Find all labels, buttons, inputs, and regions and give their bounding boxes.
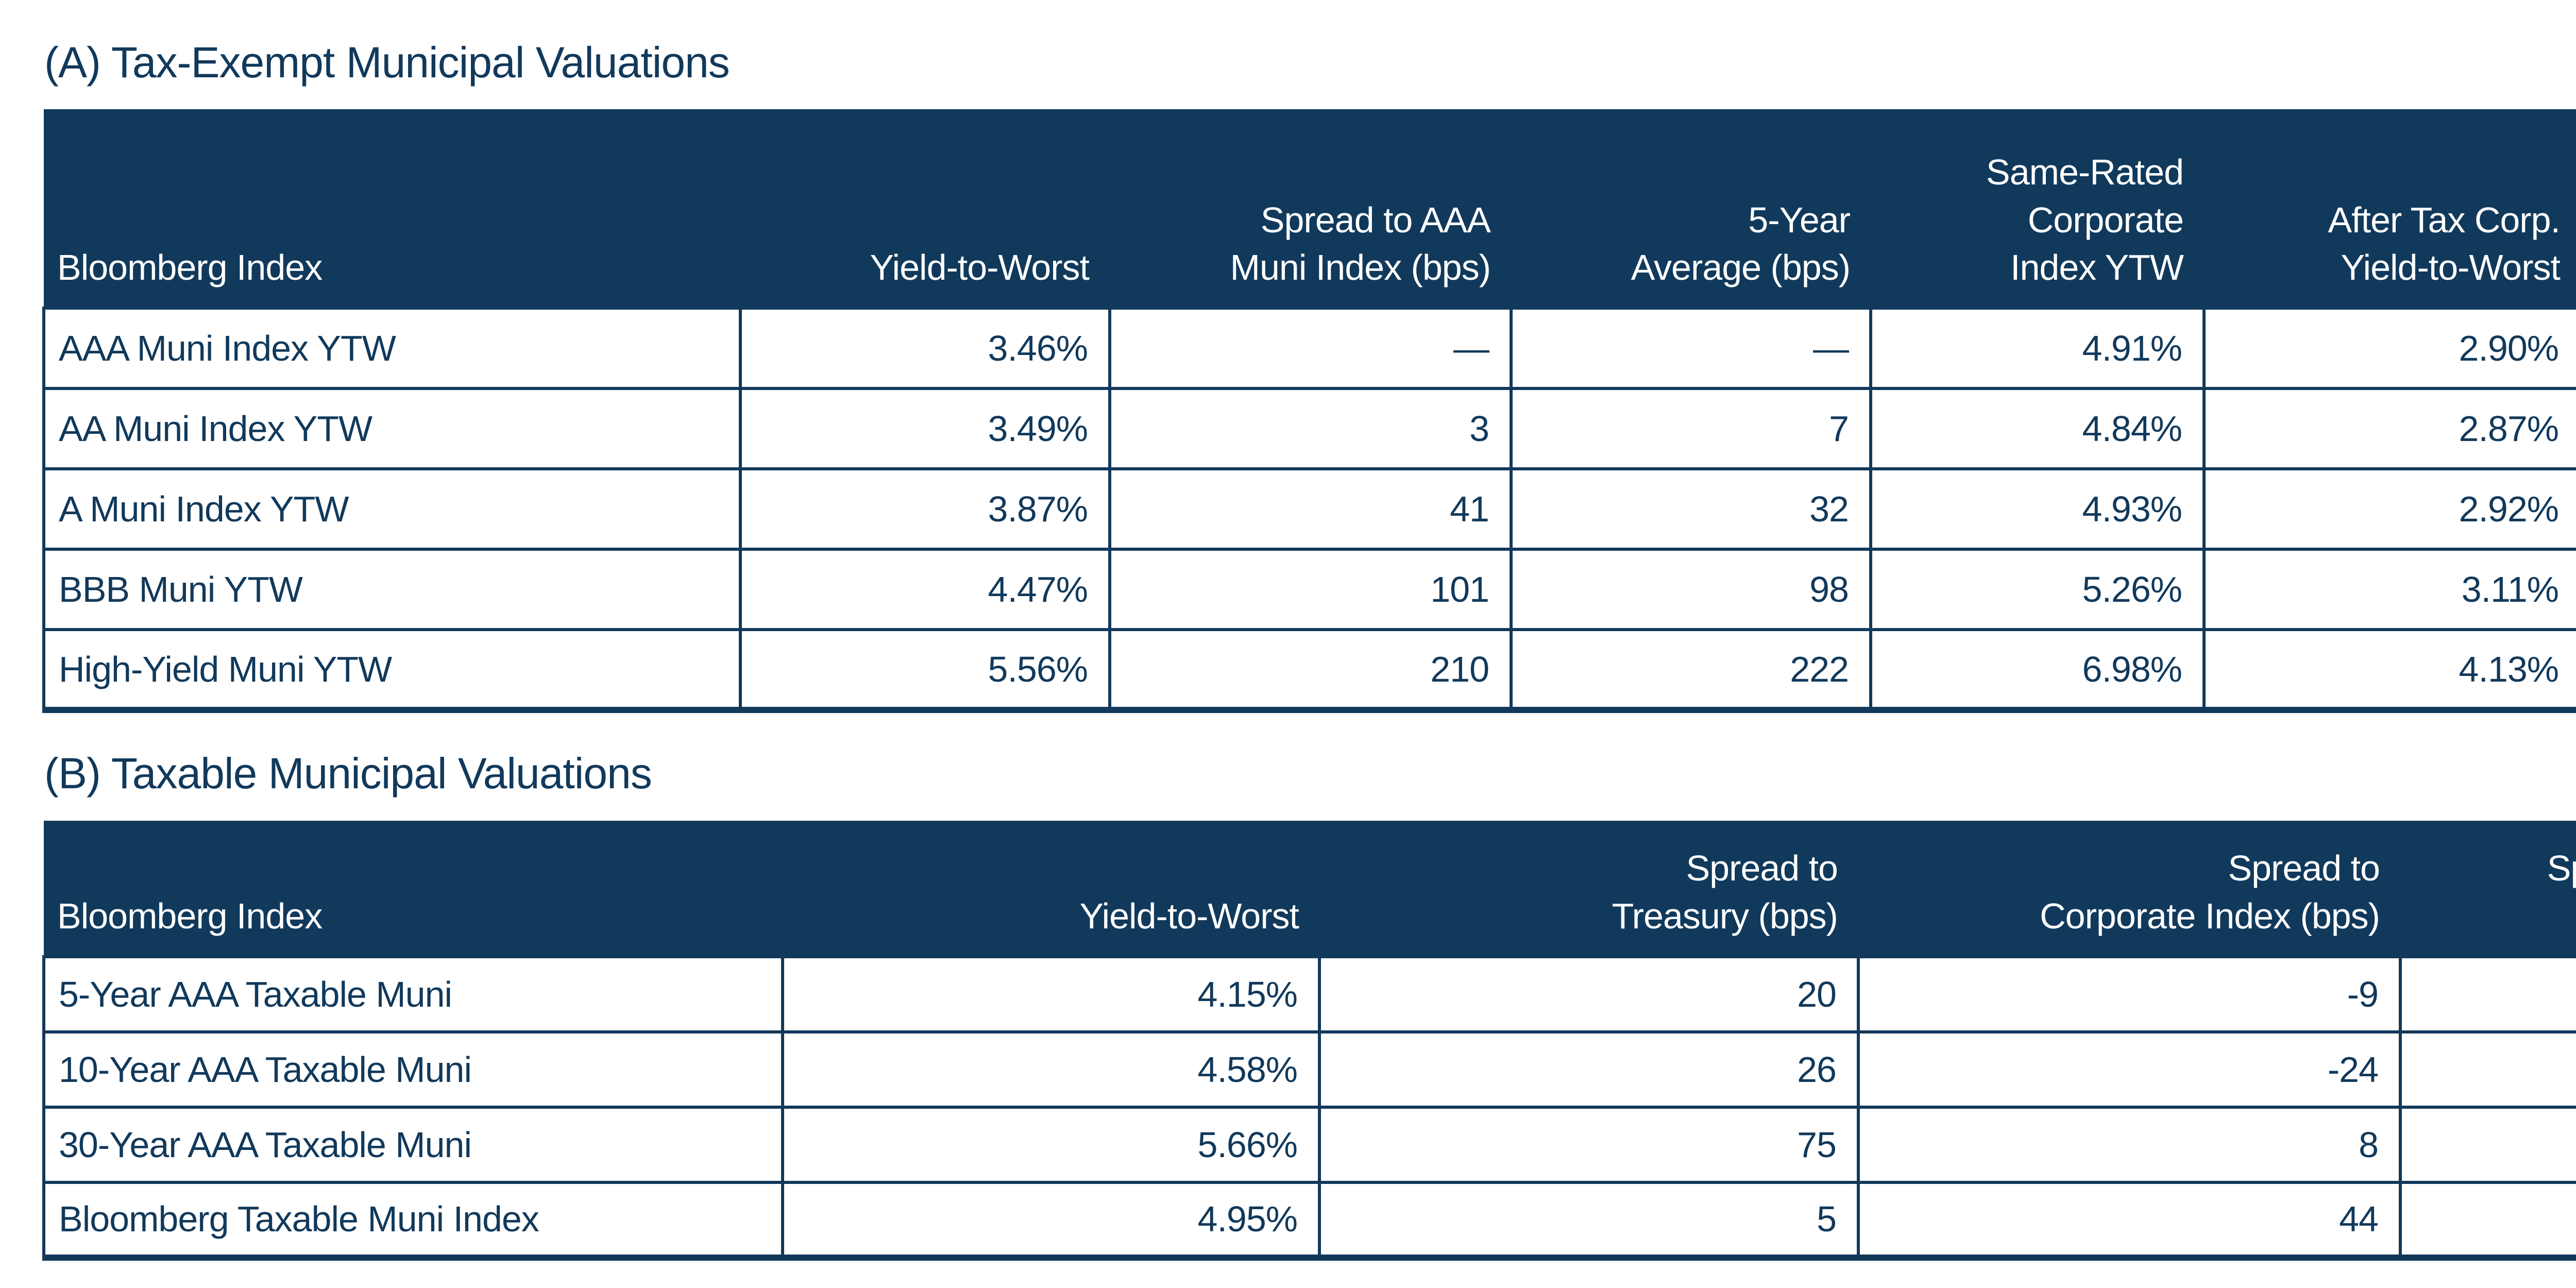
taxable-valuations-table: Bloomberg Index Yield-to-Worst Spread to T… (42, 820, 2576, 1261)
tax-exempt-valuations-table: Bloomberg Index Yield-to-Worst Spread to A… (42, 109, 2576, 714)
cell-value: 4.13% (2202, 628, 2576, 714)
cell-value: 5.66% (781, 1105, 1321, 1184)
cell-value: 5.26% (1869, 548, 2206, 632)
cell-value: 26 (1318, 1030, 1860, 1109)
tax-exempt-header-row: Bloomberg Index Yield-to-Worst Spread to A… (44, 109, 2576, 309)
section-taxable: (B) Taxable Municipal Valuations Bloombe… (42, 747, 2576, 1261)
cell-value: 4.58% (781, 1030, 1321, 1109)
cell-value: 6.98% (1869, 628, 2206, 714)
cell-value: — (1510, 307, 1872, 391)
row-label: AAA Muni Index YTW (42, 307, 742, 391)
column-header: Same-Rated Corporate Index YTW (1871, 109, 2204, 309)
cell-value: 4.95% (781, 1180, 1321, 1261)
cell-value: 163 (2399, 1030, 2576, 1109)
cell-value: 4.93% (1869, 467, 2206, 551)
cell-value: 44 (1857, 1180, 2402, 1261)
cell-value: -9 (1857, 955, 2402, 1033)
cell-value: 98 (1510, 548, 1872, 632)
cell-value: 135 (2399, 1105, 2576, 1184)
cell-value: 3.11% (2202, 548, 2576, 632)
cell-value: 2.92% (2202, 467, 2576, 551)
tax-exempt-table-body: AAA Muni Index YTW3.46%——4.91%2.90%55AA … (42, 307, 2576, 714)
cell-value: 4.84% (1869, 387, 2206, 471)
column-header: After Tax Corp. Yield-to-Worst (2204, 109, 2576, 309)
cell-value: — (1108, 307, 1513, 391)
cell-value: 2.90% (2202, 307, 2576, 391)
cell-value: -24 (1857, 1030, 2402, 1109)
cell-value: 4.15% (781, 955, 1321, 1033)
cell-value: 4.47% (739, 548, 1111, 632)
cell-value: 162 (2399, 955, 2576, 1033)
cell-value: 3 (1108, 387, 1513, 471)
taxable-header-row: Bloomberg Index Yield-to-Worst Spread to T… (44, 820, 2576, 957)
page: (A) Tax-Exempt Municipal Valuations Bloo… (42, 36, 2576, 1261)
column-header: Spread to Tax-Exempt Muni Index (bps) (2400, 820, 2576, 957)
column-header: Yield-to-Worst (740, 109, 1110, 309)
taxable-table-body: 5-Year AAA Taxable Muni4.15%20-916210-Ye… (42, 955, 2576, 1261)
section-a-title: (A) Tax-Exempt Municipal Valuations (44, 38, 730, 87)
cell-value: 32 (1510, 467, 1872, 551)
cell-value: 20 (1318, 955, 1860, 1033)
section-tax-exempt: (A) Tax-Exempt Municipal Valuations Bloo… (42, 36, 2576, 714)
table-row: High-Yield Muni YTW 5.56% 210 222 6.98% 4.13%… (42, 628, 2576, 714)
cell-value: 8 (1857, 1105, 2402, 1184)
cell-value: 41 (1108, 467, 1513, 551)
cell-value: 101 (1108, 548, 1513, 632)
index-column-header: Bloomberg Index (44, 109, 740, 309)
cell-value: 7 (1510, 387, 1872, 471)
section-b-title: (B) Taxable Municipal Valuations (44, 749, 652, 798)
column-header: Spread to Treasury (bps) (1319, 820, 1858, 957)
cell-value: 3.46% (739, 307, 1111, 391)
row-label: Bloomberg Taxable Muni Index (42, 1180, 784, 1261)
row-label: 30-Year AAA Taxable Muni (42, 1105, 784, 1184)
cell-value: 210 (1108, 628, 1513, 714)
row-label: AA Muni Index YTW (42, 387, 742, 471)
column-header: Yield-to-Worst (783, 820, 1319, 957)
cell-value: 2.87% (2202, 387, 2576, 471)
column-header: 5-Year Average (bps) (1511, 109, 1871, 309)
cell-value: 5 (1318, 1180, 1860, 1261)
row-label: A Muni Index YTW (42, 467, 742, 551)
cell-value: 75 (1318, 1105, 1860, 1184)
cell-value: 134 (2399, 1180, 2576, 1261)
row-label: 10-Year AAA Taxable Muni (42, 1030, 784, 1109)
cell-value: 4.91% (1869, 307, 2206, 391)
cell-value: 3.49% (739, 387, 1111, 471)
column-header: Spread to Corporate Index (bps) (1858, 820, 2400, 957)
row-label: BBB Muni YTW (42, 548, 742, 632)
row-label: 5-Year AAA Taxable Muni (42, 955, 784, 1033)
row-label: High-Yield Muni YTW (42, 628, 742, 714)
cell-value: 3.87% (739, 467, 1111, 551)
index-column-header: Bloomberg Index (44, 820, 783, 957)
cell-value: 5.56% (739, 628, 1111, 714)
cell-value: 222 (1510, 628, 1872, 714)
column-header: Spread to AAA Muni Index (bps) (1110, 109, 1511, 309)
